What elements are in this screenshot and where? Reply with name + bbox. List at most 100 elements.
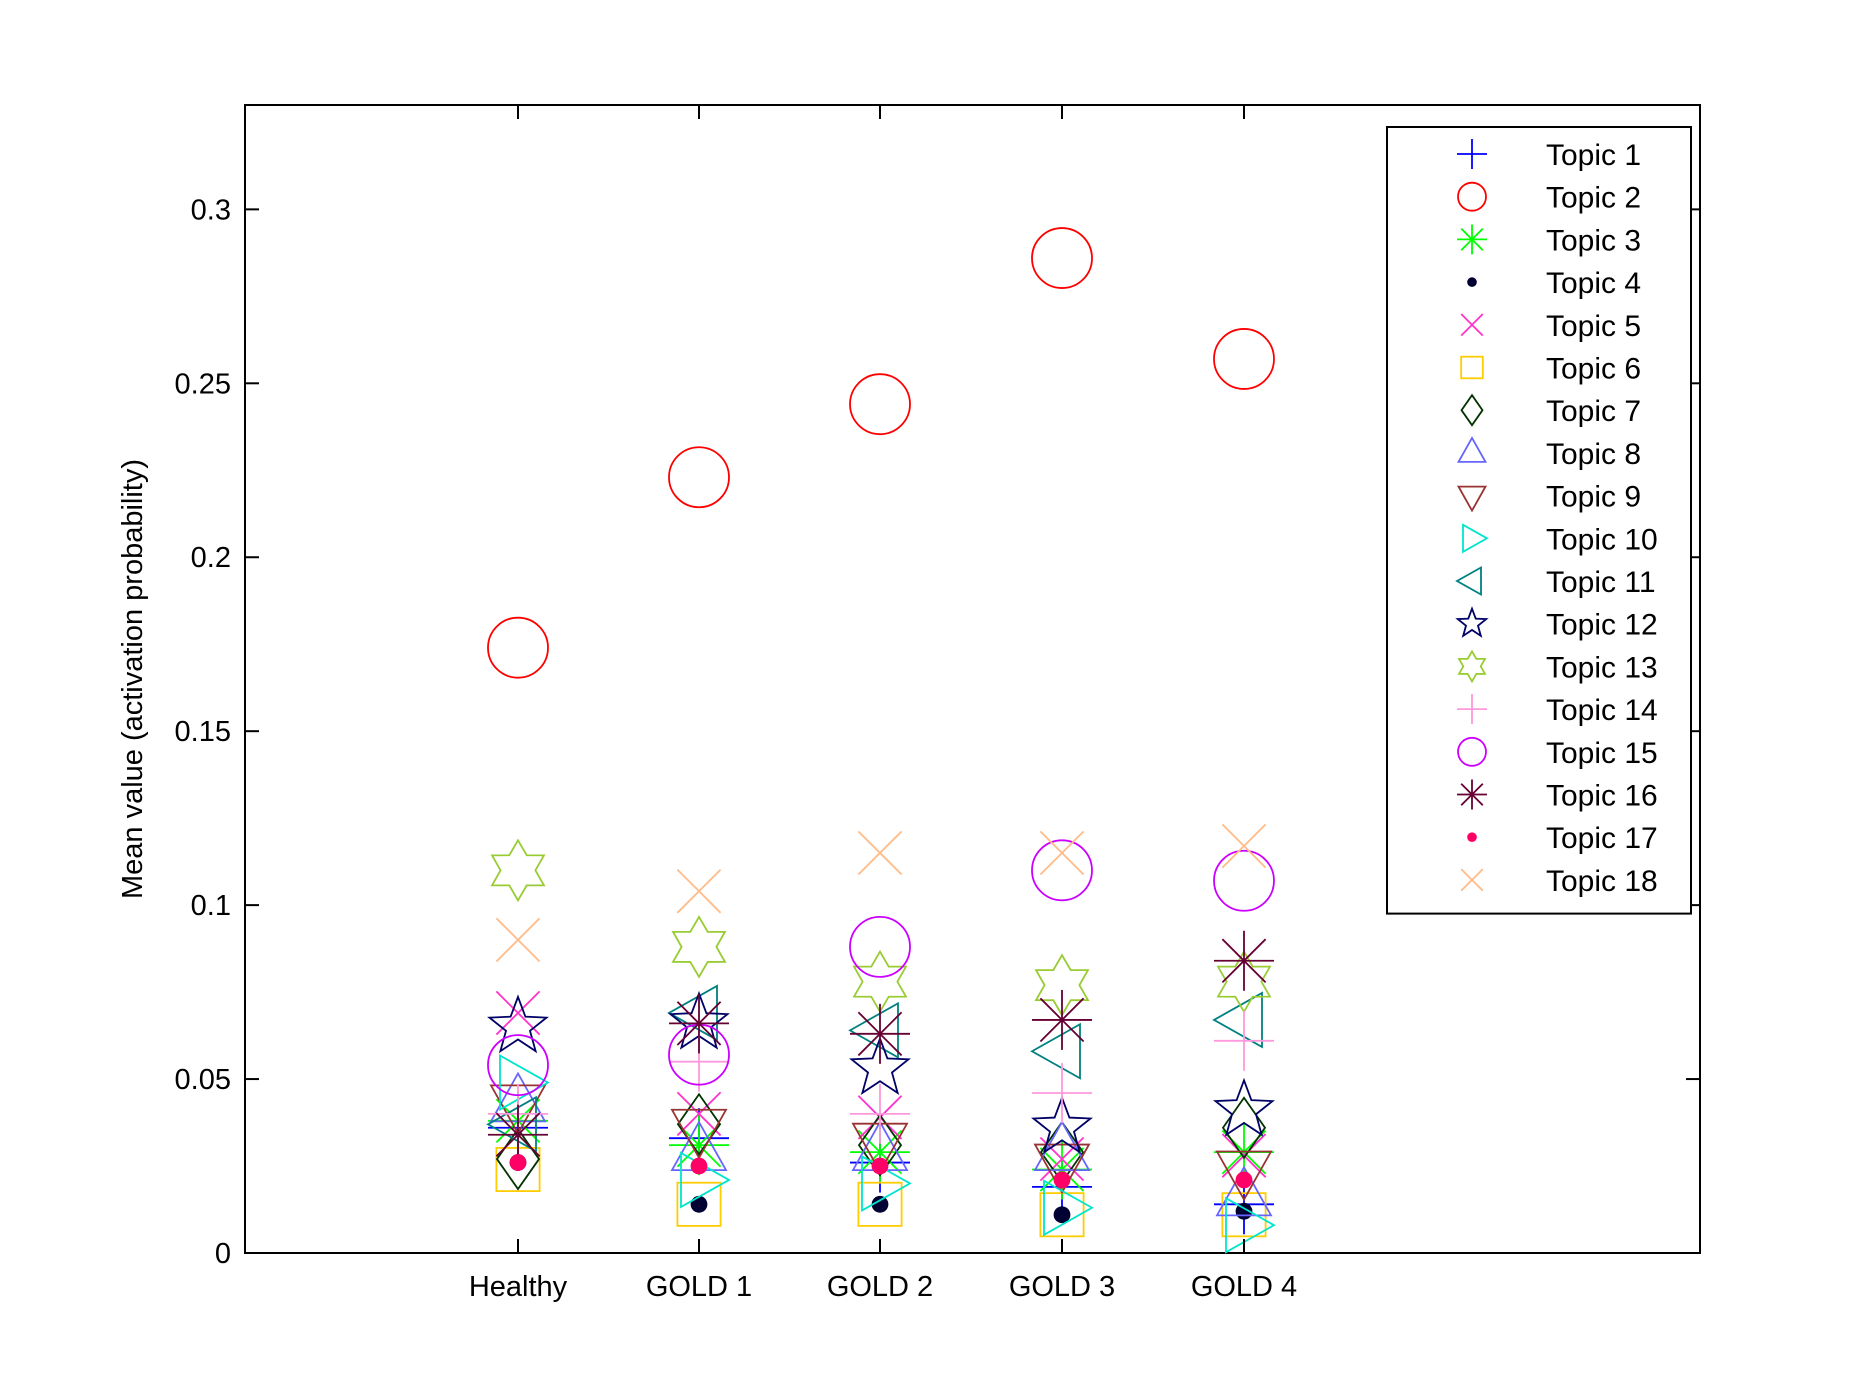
legend-item: Topic 9 xyxy=(1456,481,1641,514)
data-point-asterisk xyxy=(1214,930,1274,991)
legend-marker-hexagram xyxy=(1457,649,1487,684)
legend-item: Topic 17 xyxy=(1467,822,1658,855)
x-tick-label: GOLD 3 xyxy=(1009,1271,1115,1303)
data-point-square xyxy=(676,1181,722,1227)
data-point-circle xyxy=(1031,839,1093,902)
data-point-dot xyxy=(871,1157,889,1175)
y-tick-label: 0 xyxy=(215,1238,231,1270)
data-markers xyxy=(486,227,1276,1254)
series-15 xyxy=(487,839,1275,1097)
data-point-triangle-up xyxy=(1033,1120,1091,1172)
legend-item: Topic 6 xyxy=(1460,353,1641,386)
legend-item: Topic 13 xyxy=(1457,649,1658,684)
legend-label: Topic 14 xyxy=(1546,694,1658,727)
series-17 xyxy=(509,1154,1253,1189)
data-point-asterisk xyxy=(669,993,729,1054)
series-2 xyxy=(487,227,1275,679)
legend-marker-triangle-left xyxy=(1455,565,1482,597)
legend-item: Topic 5 xyxy=(1460,310,1641,343)
x-tick-label: Healthy xyxy=(469,1271,568,1303)
legend-label: Topic 2 xyxy=(1546,182,1641,215)
data-point-x xyxy=(495,990,541,1036)
legend-item: Topic 7 xyxy=(1460,393,1641,428)
data-point-circle xyxy=(849,373,911,436)
data-point-dot xyxy=(1053,1206,1071,1224)
legend-marker-diamond xyxy=(1460,393,1484,427)
x-tick-label: GOLD 2 xyxy=(827,1271,933,1303)
legend-label: Topic 13 xyxy=(1546,651,1658,684)
legend-label: Topic 11 xyxy=(1546,566,1656,599)
series-8 xyxy=(489,1071,1273,1217)
legend-label: Topic 4 xyxy=(1546,267,1641,300)
data-point-circle xyxy=(487,1034,549,1097)
legend-marker-asterisk xyxy=(1457,224,1487,255)
series-7 xyxy=(495,1092,1267,1191)
legend-item: Topic 15 xyxy=(1457,736,1658,770)
series-18 xyxy=(495,823,1267,963)
legend-label: Topic 6 xyxy=(1546,353,1641,386)
legend-label: Topic 12 xyxy=(1546,609,1658,642)
series-11 xyxy=(486,984,1263,1153)
y-tick-label: 0.1 xyxy=(191,890,231,922)
y-tick-label: 0.25 xyxy=(175,368,231,400)
legend-marker-plus xyxy=(1457,139,1487,169)
data-point-triangle-down xyxy=(670,1108,728,1160)
legend-label: Topic 7 xyxy=(1546,395,1641,428)
legend-item: Topic 14 xyxy=(1457,694,1658,727)
x-tick-label: GOLD 4 xyxy=(1191,1271,1297,1303)
data-point-x xyxy=(676,868,722,914)
data-point-circle xyxy=(1031,227,1093,289)
data-point-triangle-right xyxy=(1225,1196,1276,1254)
x-axis-ticks: Healthy GOLD 1 GOLD 2 GOLD 3 GOLD 4 xyxy=(469,105,1297,1303)
legend-item: Topic 10 xyxy=(1462,523,1658,556)
legend-label: Topic 3 xyxy=(1546,224,1641,257)
data-point-triangle-right xyxy=(1043,1179,1094,1237)
legend-marker-circle xyxy=(1457,736,1487,767)
legend-marker-triangle-down xyxy=(1456,485,1488,513)
data-point-diamond xyxy=(857,1113,903,1177)
legend-marker-asterisk xyxy=(1457,779,1487,810)
legend-marker-plus xyxy=(1457,694,1487,725)
data-point-circle xyxy=(487,616,549,679)
legend-label: Topic 10 xyxy=(1546,523,1658,556)
data-point-star xyxy=(487,994,549,1054)
data-point-dot xyxy=(1053,1171,1071,1189)
data-point-triangle-down xyxy=(1033,1143,1091,1195)
y-tick-label: 0.3 xyxy=(191,194,231,226)
legend-label: Topic 1 xyxy=(1546,139,1641,172)
legend-label: Topic 5 xyxy=(1546,310,1641,343)
plot-area-border xyxy=(244,104,1701,1254)
data-point-x xyxy=(1221,823,1267,869)
y-tick-label: 0.05 xyxy=(175,1064,231,1096)
legend: Topic 1 Topic 2 Topic 3 Topic 4 Topic 5 Topic… xyxy=(1386,126,1692,915)
legend-label: Topic 15 xyxy=(1546,737,1658,770)
legend-item: Topic 16 xyxy=(1457,779,1658,813)
legend-label: Topic 18 xyxy=(1546,865,1658,898)
data-point-dot xyxy=(871,1195,889,1213)
data-point-dot xyxy=(690,1157,708,1175)
data-point-triangle-up xyxy=(1215,1165,1273,1217)
data-point-triangle-left xyxy=(486,1095,537,1153)
y-axis-ticks: 0 0.05 0.1 0.15 0.2 0.25 0.3 xyxy=(175,194,1700,1270)
data-point-x xyxy=(495,917,541,963)
data-point-plus xyxy=(1032,1062,1092,1123)
data-point-square xyxy=(857,1181,903,1227)
legend-marker-dot xyxy=(1467,277,1477,287)
legend-item: Topic 2 xyxy=(1457,182,1641,215)
legend-marker-triangle-up xyxy=(1456,436,1488,463)
data-point-asterisk xyxy=(488,1104,548,1165)
data-point-dot xyxy=(690,1195,708,1213)
legend-item: Topic 18 xyxy=(1460,865,1658,898)
data-point-triangle-down xyxy=(1215,1150,1273,1202)
legend-item: Topic 8 xyxy=(1456,436,1641,471)
data-point-circle xyxy=(1213,849,1275,912)
legend-marker-dot xyxy=(1467,832,1477,842)
legend-marker-x xyxy=(1460,313,1484,337)
data-point-star xyxy=(1213,1077,1275,1137)
data-point-asterisk xyxy=(1032,989,1092,1050)
legend-label: Topic 8 xyxy=(1546,438,1641,471)
legend-label: Topic 17 xyxy=(1546,822,1658,855)
legend-box xyxy=(1386,126,1692,915)
series-13 xyxy=(490,838,1272,1017)
